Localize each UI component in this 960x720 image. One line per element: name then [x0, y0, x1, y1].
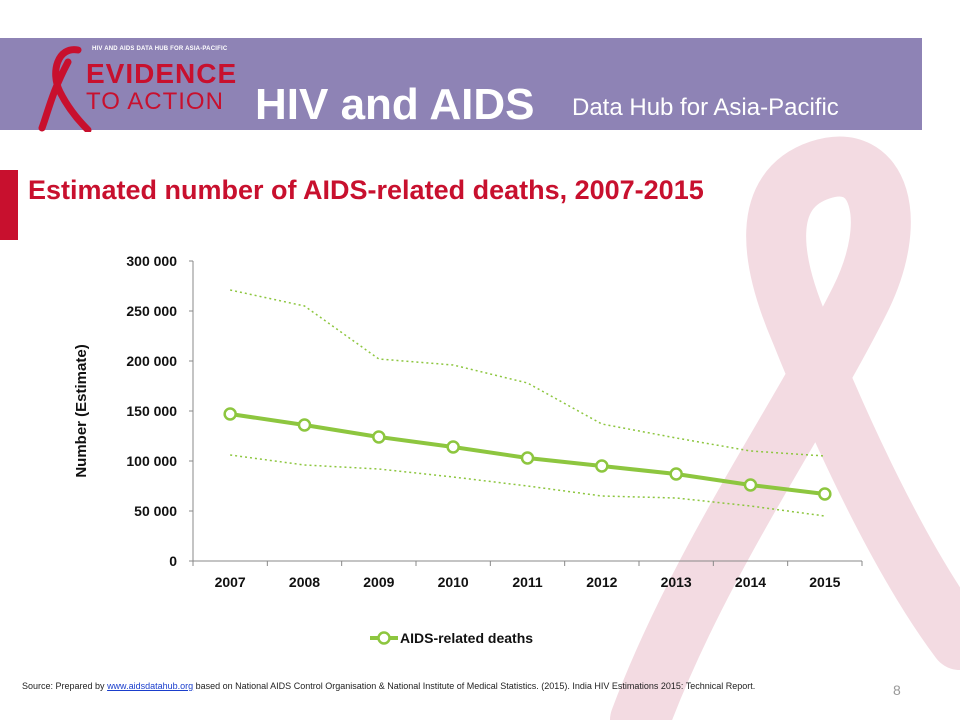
- y-tick-label: 50 000: [134, 503, 177, 519]
- page-number: 8: [893, 682, 901, 698]
- legend-label: AIDS-related deaths: [400, 630, 533, 646]
- x-tick-label: 2009: [363, 574, 394, 590]
- header-banner: [0, 38, 922, 130]
- source-note: Source: Prepared by www.aidsdatahub.org …: [22, 680, 842, 692]
- legend-marker: [377, 631, 391, 645]
- red-ribbon-logo-icon: [38, 46, 92, 132]
- hub-title: HIV and AIDS: [255, 80, 535, 129]
- y-tick-label: 0: [169, 553, 177, 569]
- logo-to-action: TO ACTION: [86, 88, 224, 115]
- slide-title: Estimated number of AIDS-related deaths,…: [28, 175, 704, 205]
- y-tick-label: 200 000: [126, 353, 177, 369]
- data-point-2008: [297, 418, 312, 432]
- data-point-2014: [743, 478, 758, 492]
- logo-evidence: EVIDENCE: [86, 58, 238, 89]
- data-point-2011: [520, 451, 535, 465]
- y-tick-label: 300 000: [126, 253, 177, 269]
- source-text: based on National AIDS Control Organisat…: [193, 681, 756, 691]
- title-accent-bar: [0, 170, 18, 240]
- y-tick-label: 250 000: [126, 303, 177, 319]
- x-tick-label: 2007: [215, 574, 246, 590]
- source-link[interactable]: www.aidsdatahub.org: [107, 681, 194, 691]
- x-tick-label: 2013: [661, 574, 692, 590]
- x-tick-label: 2010: [438, 574, 469, 590]
- data-point-2012: [595, 459, 609, 473]
- x-tick-label: 2012: [586, 574, 617, 590]
- source-prefix: Source: Prepared by: [22, 681, 108, 691]
- x-tick-label: 2014: [735, 574, 766, 590]
- hub-subtitle: Data Hub for Asia-Pacific: [572, 94, 839, 121]
- upper-bound-line: [230, 289, 825, 457]
- data-point-2010: [446, 440, 460, 454]
- y-axis-label: Number (Estimate): [73, 344, 90, 477]
- data-point-2013: [669, 467, 683, 481]
- data-point-2009: [372, 430, 386, 444]
- y-tick-label: 150 000: [126, 403, 177, 419]
- data-point-2007: [223, 407, 237, 421]
- x-tick-label: 2008: [289, 574, 320, 590]
- x-tick-label: 2015: [809, 574, 840, 590]
- data-point-2015: [818, 487, 832, 501]
- logo-tagline: HIV AND AIDS DATA HUB FOR ASIA-PACIFIC: [92, 46, 228, 52]
- y-tick-label: 100 000: [126, 453, 177, 469]
- x-tick-label: 2011: [512, 574, 543, 590]
